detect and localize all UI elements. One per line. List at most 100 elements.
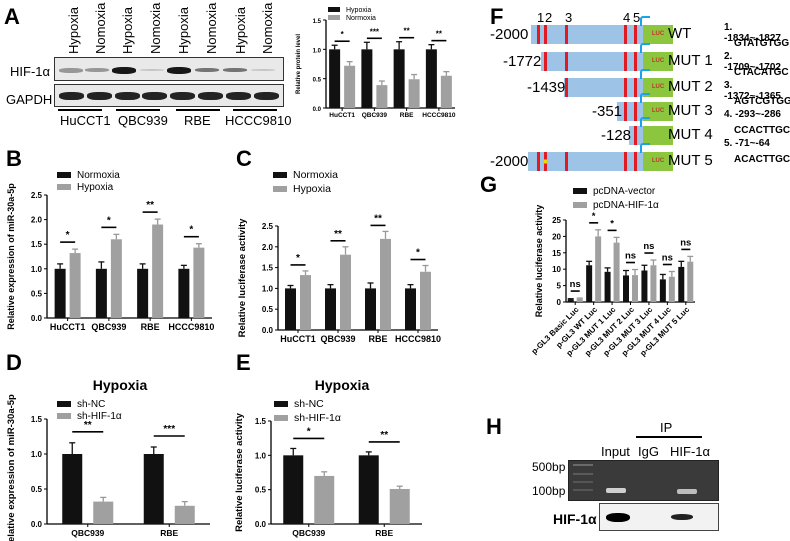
transcription-start-arrow-icon	[640, 143, 650, 153]
transcription-start-arrow-icon	[640, 117, 650, 127]
luciferase-box	[643, 126, 673, 145]
legend-label: Hypoxia	[77, 182, 114, 193]
bar	[93, 501, 114, 524]
y-tick-label: 0.0	[313, 107, 322, 113]
blot-row-label-gapdh: GAPDH	[6, 92, 53, 107]
hif-ip-blot	[599, 503, 719, 531]
binding-site-position: 4. -293~-286	[724, 109, 781, 120]
significance-label: **	[374, 213, 382, 224]
y-tick-label: 1.0	[31, 450, 43, 459]
legend-label: sh-NC	[77, 399, 105, 410]
hif-band	[112, 66, 136, 74]
significance-label: ns	[680, 237, 691, 248]
blot-row-label-hif: HIF-1α	[10, 64, 51, 79]
bar	[193, 247, 205, 318]
promoter-region-2	[564, 78, 643, 97]
chart-B-plot: 0.0 0.5 1.0 1.5 2.0 2.5 Relative expression of…	[6, 170, 214, 332]
bar	[650, 265, 657, 302]
marker-100bp: 100bp	[532, 484, 566, 498]
legend-swatch	[57, 401, 71, 407]
cell-line-bracket	[58, 109, 102, 111]
binding-site-sequence: CCACTTGC	[734, 125, 790, 136]
chart-A-plot: 0.0 0.5 1.0 1.5 Relative protein level * HuCCT…	[296, 7, 456, 119]
construct-start-position: -2000	[490, 153, 529, 170]
ladder-band	[573, 464, 593, 466]
legend-swatch	[573, 202, 587, 208]
bar	[174, 505, 195, 524]
significance-label: **	[404, 27, 411, 36]
binding-site-position: 2. -1709~-1702	[724, 51, 781, 73]
cell-line-bracket	[116, 109, 160, 111]
gapdh-band	[114, 92, 140, 100]
lane-label: Hypoxia	[120, 7, 135, 54]
y-axis-label: Relative luciferase activity	[534, 205, 544, 318]
hif-ip-western-band	[671, 514, 693, 520]
legend-swatch	[328, 15, 340, 20]
chart-g: 0 5 10 15 20 25 Relative luciferase activity ns…	[480, 180, 790, 415]
x-tick-label: RBE	[400, 112, 414, 119]
lane-label: Nomoxia	[93, 2, 108, 54]
hif-band	[85, 68, 109, 72]
construct-name: MUT 2	[668, 78, 713, 95]
hre-site-marker	[624, 78, 627, 97]
x-tick-label: QBC939	[91, 322, 126, 332]
hre-site-marker	[565, 152, 568, 171]
chart-D-plot: Hypoxia 0.0 0.5 1.0 1.5 Relative expression o…	[6, 377, 210, 541]
ladder-band	[573, 481, 593, 483]
chart-C-plot: 0.0 0.5 1.0 1.5 2.0 2.5 Relative luciferase ac…	[237, 169, 441, 344]
hre-site-marker	[624, 152, 627, 171]
bar	[604, 271, 611, 302]
promoter-region-5	[528, 152, 643, 171]
y-axis-label: Relative luciferase activity	[234, 412, 245, 532]
y-tick-label: 1.5	[262, 264, 274, 273]
legend-swatch	[57, 172, 71, 178]
bar	[62, 454, 83, 524]
legend-label: sh-NC	[294, 398, 324, 410]
site-number: 3	[565, 10, 573, 25]
construct-name: MUT 4	[668, 126, 713, 143]
agarose-gel	[568, 460, 719, 501]
y-tick-label: 0.5	[31, 289, 43, 298]
y-axis-label: Relative expression of miR-30a-5p	[6, 183, 16, 330]
hre-site-marker	[634, 78, 637, 97]
x-tick-label: RBE	[375, 528, 393, 538]
construct-name: WT	[668, 25, 692, 42]
lane-label: Nomoxia	[204, 2, 219, 54]
legend-swatch	[274, 415, 288, 421]
x-tick-label: HCCC9810	[168, 322, 214, 332]
transcription-start-arrow-icon	[640, 93, 650, 103]
transcription-start-arrow-icon	[640, 43, 650, 53]
hre-site-marker	[544, 25, 547, 44]
hre-site-marker	[537, 152, 540, 171]
bar	[283, 455, 304, 524]
hre-site-marker	[634, 102, 637, 121]
y-axis-label: Relative protein level	[296, 34, 302, 94]
y-tick-label: 1.5	[31, 415, 43, 424]
panel-letter-a: A	[4, 4, 20, 29]
x-tick-label: RBE	[368, 334, 387, 344]
y-tick-label: 15	[552, 249, 561, 258]
x-tick-label: QBC939	[71, 528, 104, 538]
hre-site-marker	[634, 152, 637, 171]
site-number: 5	[633, 10, 641, 25]
legend-label: sh-HIF-1α	[77, 411, 122, 422]
construct-name: MUT 3	[668, 102, 713, 119]
binding-site-sequence: AGTCGTGG	[734, 96, 790, 107]
luciferase-box: LUC	[643, 52, 673, 71]
y-tick-label: 1.0	[262, 284, 274, 293]
gapdh-band	[59, 92, 84, 100]
y-tick-label: 0.0	[255, 520, 267, 529]
bar	[95, 268, 107, 318]
significance-label: ***	[163, 424, 175, 435]
blot-row-label-hif-h: HIF-1α	[553, 511, 597, 527]
y-tick-label: 0.5	[313, 78, 322, 84]
marker-500bp: 500bp	[532, 460, 566, 474]
chart-b: 0.0 0.5 1.0 1.5 2.0 2.5 Relative expression of…	[0, 168, 230, 333]
hre-site-marker	[544, 52, 547, 71]
y-tick-label: 2.0	[31, 216, 43, 225]
site-number: 2	[545, 10, 553, 25]
chart-d: Hypoxia 0.0 0.5 1.0 1.5 Relative expression o…	[0, 355, 240, 541]
x-tick-label: HuCCT1	[280, 334, 316, 344]
input-pcr-band	[606, 488, 626, 493]
y-tick-label: 0	[557, 298, 562, 307]
